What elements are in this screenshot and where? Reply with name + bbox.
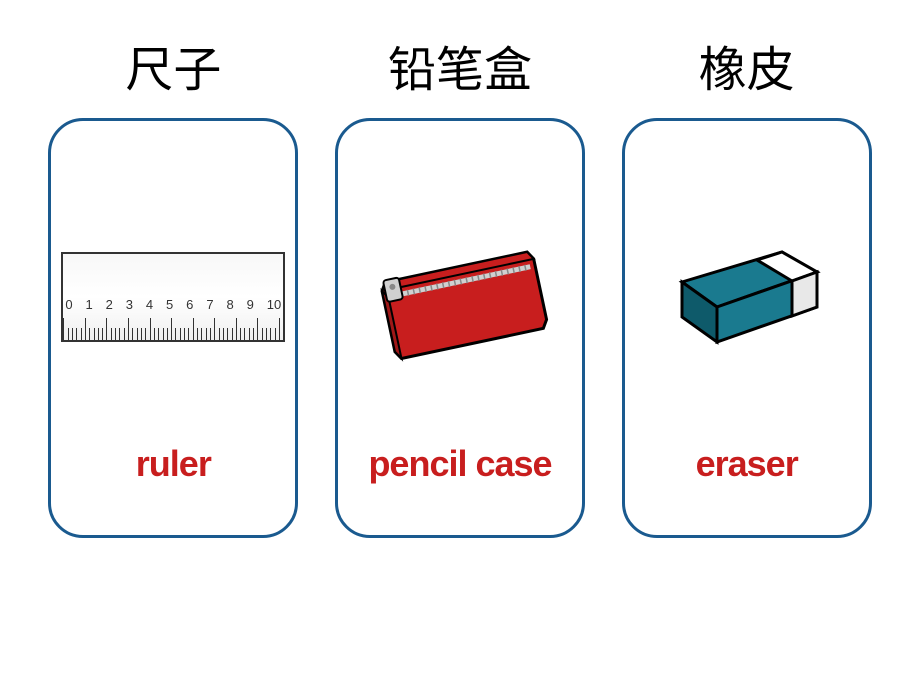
chinese-title-pencil-case: 铅笔盒 <box>388 30 532 100</box>
eraser-illustration <box>635 151 859 443</box>
ruler-num: 4 <box>146 297 153 312</box>
ruler-numbers: 0 1 2 3 4 5 6 7 8 9 10 <box>63 297 283 312</box>
eraser-icon <box>662 232 832 362</box>
english-label-pencil-case: pencil case <box>368 443 551 485</box>
flashcards-row: 尺子 0 1 2 3 4 5 6 7 8 <box>0 0 920 538</box>
ruler-num: 5 <box>166 297 173 312</box>
ruler-num: 8 <box>226 297 233 312</box>
pencil-case-icon <box>360 207 560 387</box>
ruler-num: 1 <box>85 297 92 312</box>
ruler-num: 10 <box>267 297 281 312</box>
ruler-num: 6 <box>186 297 193 312</box>
card-frame-eraser: eraser <box>622 118 872 538</box>
card-pencil-case: 铅笔盒 pencil case <box>327 30 594 538</box>
ruler-num: 3 <box>126 297 133 312</box>
ruler-num: 9 <box>247 297 254 312</box>
ruler-num: 0 <box>65 297 72 312</box>
chinese-title-ruler: 尺子 <box>125 30 221 100</box>
ruler-num: 2 <box>106 297 113 312</box>
card-eraser: 橡皮 eraser <box>613 30 880 538</box>
card-frame-pencil-case: pencil case <box>335 118 585 538</box>
ruler-ticks <box>63 312 283 340</box>
card-ruler: 尺子 0 1 2 3 4 5 6 7 8 <box>40 30 307 538</box>
english-label-ruler: ruler <box>136 443 211 485</box>
ruler-num: 7 <box>206 297 213 312</box>
pencil-case-illustration <box>348 151 572 443</box>
chinese-title-eraser: 橡皮 <box>699 30 795 100</box>
card-frame-ruler: 0 1 2 3 4 5 6 7 8 9 10 <box>48 118 298 538</box>
english-label-eraser: eraser <box>696 443 798 485</box>
ruler-icon: 0 1 2 3 4 5 6 7 8 9 10 <box>61 252 285 342</box>
ruler-illustration: 0 1 2 3 4 5 6 7 8 9 10 <box>61 151 285 443</box>
